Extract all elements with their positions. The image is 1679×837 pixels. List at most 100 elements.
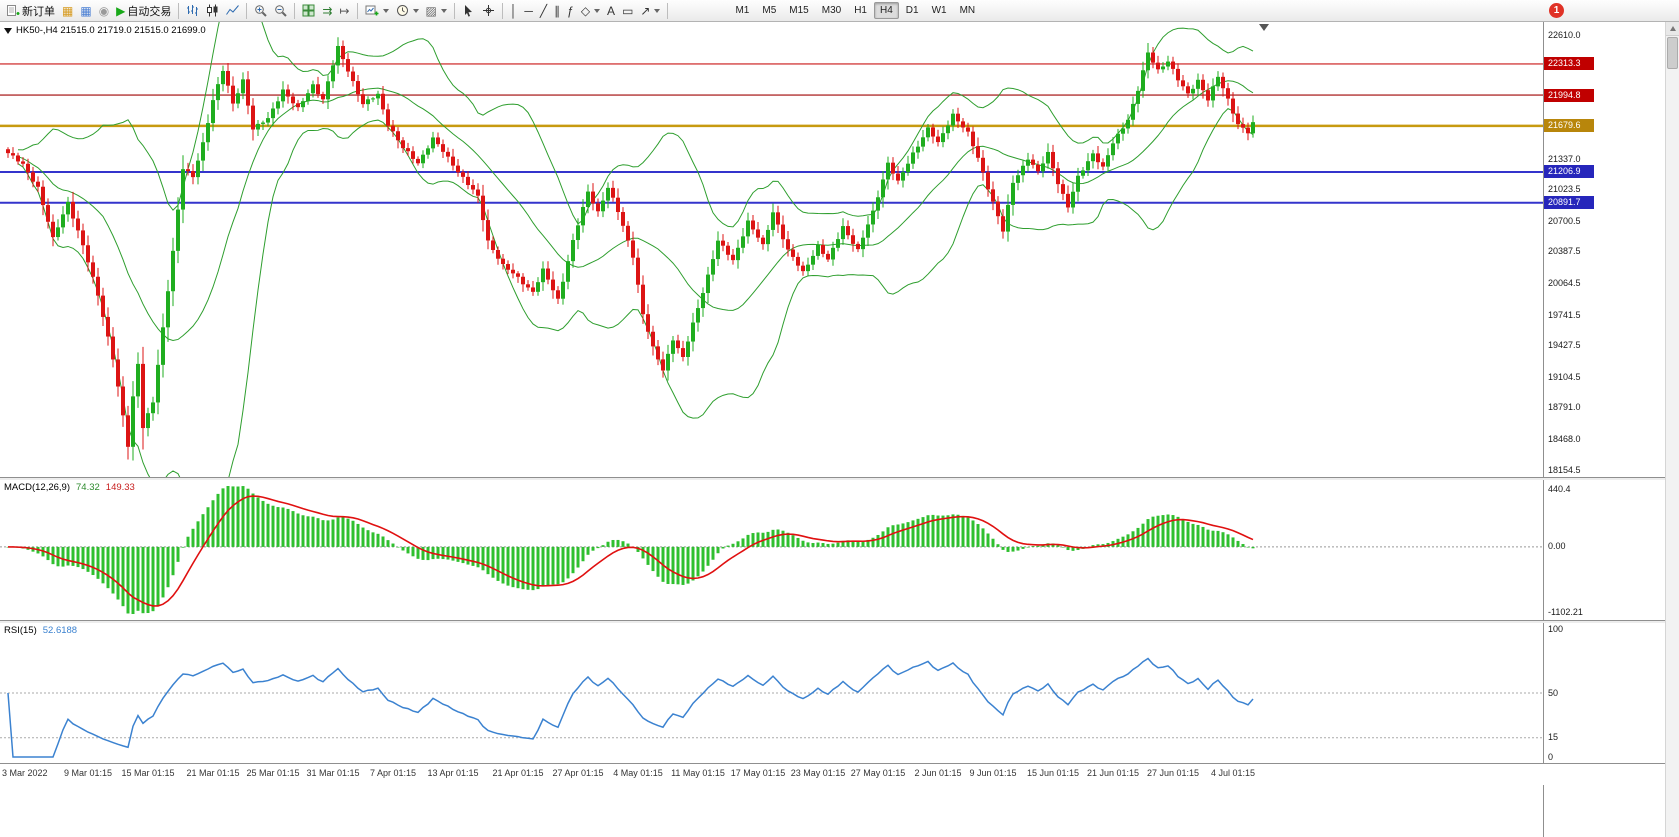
dropdown-arrow-icon	[654, 8, 661, 13]
time-axis-label: 15 Jun 01:15	[1026, 768, 1080, 778]
text-icon: A	[607, 3, 616, 18]
auto-scroll-icon: ⇉	[322, 3, 333, 18]
chart-window: HK50-,H4 21515.0 21719.0 21515.0 21699.0…	[0, 22, 1679, 837]
notification-badge[interactable]: 1	[1549, 3, 1564, 18]
time-axis-label: 17 May 01:15	[730, 768, 786, 778]
toolbar-zoom-out-button[interactable]	[271, 1, 290, 20]
timeframe-m15-button[interactable]: M15	[789, 5, 809, 16]
toolbar-trendline-button[interactable]: ╱	[537, 1, 550, 20]
toolbar-zoom-in-button[interactable]	[251, 1, 270, 20]
price-axis-label: 18154.5	[1548, 464, 1581, 475]
vertical-line-icon: │	[509, 3, 518, 18]
vertical-scrollbar[interactable]	[1665, 22, 1679, 837]
chart-title-text: HK50-,H4 21515.0 21719.0 21515.0 21699.0	[16, 25, 206, 36]
chart-shift-icon: ↦	[339, 3, 350, 18]
toolbar-text-button[interactable]: A	[604, 1, 618, 20]
macd-main-value: 74.32	[76, 482, 100, 493]
time-axis-label: 21 Jun 01:15	[1086, 768, 1140, 778]
timeframe-m5-button[interactable]: M5	[762, 5, 777, 16]
macd-signal-value: 149.33	[105, 482, 135, 493]
toolbar-equidistant-channel-button[interactable]: ∥	[551, 1, 563, 20]
timeframe-group: M1 M5 M15 M30 H1 H4 D1 W1 MN	[729, 2, 981, 19]
timeframe-d1-button[interactable]: D1	[905, 5, 919, 16]
time-axis[interactable]: 3 Mar 2022 9 Mar 01:15 15 Mar 01:15 21 Mar …	[0, 763, 1665, 785]
zoom-in-icon	[254, 4, 268, 17]
bollinger-bands	[17, 22, 1254, 477]
toolbar-chart-shift-button[interactable]: ↦	[336, 1, 352, 20]
panel-divider[interactable]	[0, 477, 1665, 480]
time-axis-label: 3 Mar 2022	[2, 768, 48, 778]
chart-shift-marker[interactable]	[1259, 24, 1269, 31]
panel-divider[interactable]	[0, 620, 1665, 623]
chart-symbol-marker-icon	[4, 27, 12, 34]
time-axis-label: 23 May 01:15	[790, 768, 846, 778]
horizontal-level-lines	[0, 63, 1543, 204]
timeframe-m1-button[interactable]: M1	[735, 5, 750, 16]
bar-chart-icon	[186, 4, 199, 17]
macd-axis-label: -1102.21	[1548, 606, 1583, 617]
toolbar-templates-button[interactable]: ▨	[423, 1, 450, 20]
timeframe-mn-button[interactable]: MN	[959, 5, 976, 16]
rsi-axis-label: 15	[1548, 732, 1559, 743]
price-axis-label: 21023.5	[1548, 184, 1581, 195]
toolbar-separator	[246, 2, 248, 19]
new-order-label: 新订单	[22, 5, 55, 18]
toolbar-separator	[294, 2, 296, 19]
time-axis-label: 4 May 01:15	[613, 768, 663, 778]
toolbar-shapes-button[interactable]: ◇	[578, 1, 603, 20]
time-axis-label: 31 Mar 01:15	[306, 768, 360, 778]
toolbar-vertical-line-button[interactable]: │	[507, 1, 521, 20]
scrollbar-thumb[interactable]	[1667, 37, 1678, 69]
autotrading-label: 自动交易	[127, 5, 172, 18]
time-axis-label: 11 May 01:15	[671, 768, 725, 778]
rsi-panel-canvas[interactable]	[0, 623, 1543, 763]
templates-icon: ▨	[425, 3, 437, 18]
line-chart-icon	[226, 4, 240, 17]
timeframe-h4-button[interactable]: H4	[873, 2, 899, 19]
toolbar-candlestick-chart-button[interactable]	[203, 1, 222, 20]
toolbar-arrows-button[interactable]: ↗	[637, 1, 663, 20]
timeframe-m30-button[interactable]: M30	[821, 5, 842, 16]
toolbar-new-order-button[interactable]: 新订单	[3, 1, 58, 20]
toolbar-charts-grid-button[interactable]: ▦	[59, 1, 76, 20]
toolbar-tile-windows-button[interactable]	[299, 1, 318, 20]
price-axis-label: 19427.5	[1548, 340, 1581, 351]
candlestick-series	[6, 37, 1255, 461]
price-level-badge: 21994.8	[1544, 88, 1594, 102]
dropdown-arrow-icon	[412, 8, 419, 13]
price-axis-label: 18468.0	[1548, 433, 1581, 444]
toolbar-separator	[501, 2, 503, 19]
price-axis-label: 19741.5	[1548, 309, 1581, 320]
toolbar-data-window-button[interactable]: ◉	[96, 1, 112, 20]
price-axis-label: 22610.0	[1548, 29, 1581, 40]
time-axis-label: 21 Mar 01:15	[186, 768, 240, 778]
timeframe-h1-button[interactable]: H1	[854, 5, 867, 16]
toolbar-fibonacci-retracement-button[interactable]: ƒ	[564, 1, 577, 20]
toolbar-periodicity-button[interactable]	[393, 1, 422, 20]
time-axis-label: 4 Jul 01:15	[1210, 768, 1256, 778]
price-chart-canvas[interactable]	[0, 22, 1543, 477]
toolbar-new-chart-button[interactable]	[362, 1, 392, 20]
charts-grid-icon: ▦	[62, 3, 74, 18]
toolbar-cursor-button[interactable]	[459, 1, 478, 20]
toolbar-horizontal-line-button[interactable]: ─	[521, 1, 536, 20]
toolbar-autotrading-button[interactable]: ▶ 自动交易	[113, 1, 174, 20]
autotrading-icon: ▶	[116, 3, 126, 18]
toolbar-line-chart-button[interactable]	[223, 1, 242, 20]
price-level-badge: 22313.3	[1544, 57, 1594, 71]
timeframe-w1-button[interactable]: W1	[931, 5, 947, 16]
toolbar-auto-scroll-button[interactable]: ⇉	[319, 1, 335, 20]
toolbar-crosshair-button[interactable]	[479, 1, 498, 20]
time-axis-label: 25 Mar 01:15	[246, 768, 300, 778]
macd-histogram	[6, 486, 1255, 614]
toolbar-bar-chart-button[interactable]	[183, 1, 202, 20]
toolbar-market-watch-button[interactable]: ▦	[77, 1, 94, 20]
scroll-up-button[interactable]	[1666, 22, 1679, 36]
toolbar-text-label-button[interactable]: ▭	[619, 1, 636, 20]
rsi-indicator-label: RSI(15) 52.6188	[4, 625, 77, 636]
price-axis[interactable]: 22610.0 21337.0 21023.5 20700.5 20387.5 20064…	[1543, 22, 1665, 837]
rsi-axis-label: 50	[1548, 687, 1559, 698]
macd-panel-canvas[interactable]	[0, 480, 1543, 620]
macd-axis-label: 0.00	[1548, 541, 1566, 552]
rsi-label-text: RSI(15)	[4, 625, 37, 636]
